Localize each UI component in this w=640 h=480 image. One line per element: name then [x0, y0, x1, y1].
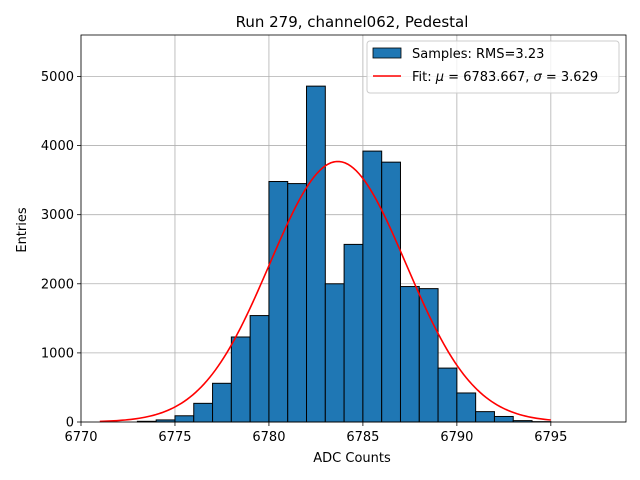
legend-sigma-symbol: σ — [534, 70, 543, 85]
legend-mu-symbol: μ — [435, 70, 444, 85]
histogram-bar — [324, 283, 345, 423]
histogram-bar — [306, 85, 326, 423]
y-tick-label: 0 — [66, 416, 74, 431]
legend-fit-label: Fit: μ = 6783.667, σ = 3.629 — [412, 70, 598, 85]
histogram-bar — [475, 411, 495, 423]
x-tick-label: 6790 — [440, 430, 473, 445]
y-axis-label: Entries — [15, 207, 30, 253]
histogram-bar — [193, 402, 214, 423]
histogram-bar — [287, 183, 308, 423]
gaussian-fit-curve — [99, 160, 551, 423]
x-tick-label: 6780 — [252, 430, 285, 445]
plot-frame — [80, 34, 627, 423]
legend-samples-swatch — [372, 47, 402, 59]
x-tick-label: 6785 — [346, 430, 379, 445]
x-tick-label: 6775 — [158, 430, 191, 445]
x-axis-label: ADC Counts — [313, 451, 391, 466]
x-axis-ticks: 6770 6775 6780 6785 6790 6795 — [64, 422, 567, 445]
y-tick-label: 1000 — [41, 346, 74, 361]
legend: Samples: RMS=3.23 Fit: μ = 6783.667, σ =… — [366, 40, 620, 94]
legend-fit-prefix: Fit: — [412, 70, 436, 85]
histogram-bar — [399, 286, 420, 423]
histogram-bar — [456, 392, 477, 423]
legend-samples-label: Samples: RMS=3.23 — [412, 47, 544, 62]
legend-sigma-value: = 3.629 — [542, 70, 598, 85]
y-axis-ticks: 0 1000 2000 3000 4000 5000 — [41, 70, 81, 431]
legend-box — [366, 40, 620, 94]
histogram-bar — [493, 415, 514, 423]
histogram-bar — [381, 161, 401, 423]
histogram-bar — [343, 243, 364, 423]
chart-title: Run 279, channel062, Pedestal — [236, 13, 469, 31]
x-tick-label: 6795 — [534, 430, 567, 445]
histogram-bar — [249, 315, 270, 423]
y-tick-label: 2000 — [41, 277, 74, 292]
histogram-bar — [268, 181, 289, 423]
legend-mu-value: = 6783.667, — [444, 70, 533, 85]
histogram-bar — [174, 415, 195, 423]
histogram-bar — [230, 336, 251, 423]
y-tick-label: 3000 — [41, 208, 74, 223]
histogram-bar — [212, 382, 232, 423]
histogram-bar — [418, 288, 439, 423]
y-tick-label: 5000 — [41, 70, 74, 85]
y-tick-label: 4000 — [41, 139, 74, 154]
x-tick-label: 6770 — [64, 430, 97, 445]
histogram-bar — [437, 367, 458, 423]
